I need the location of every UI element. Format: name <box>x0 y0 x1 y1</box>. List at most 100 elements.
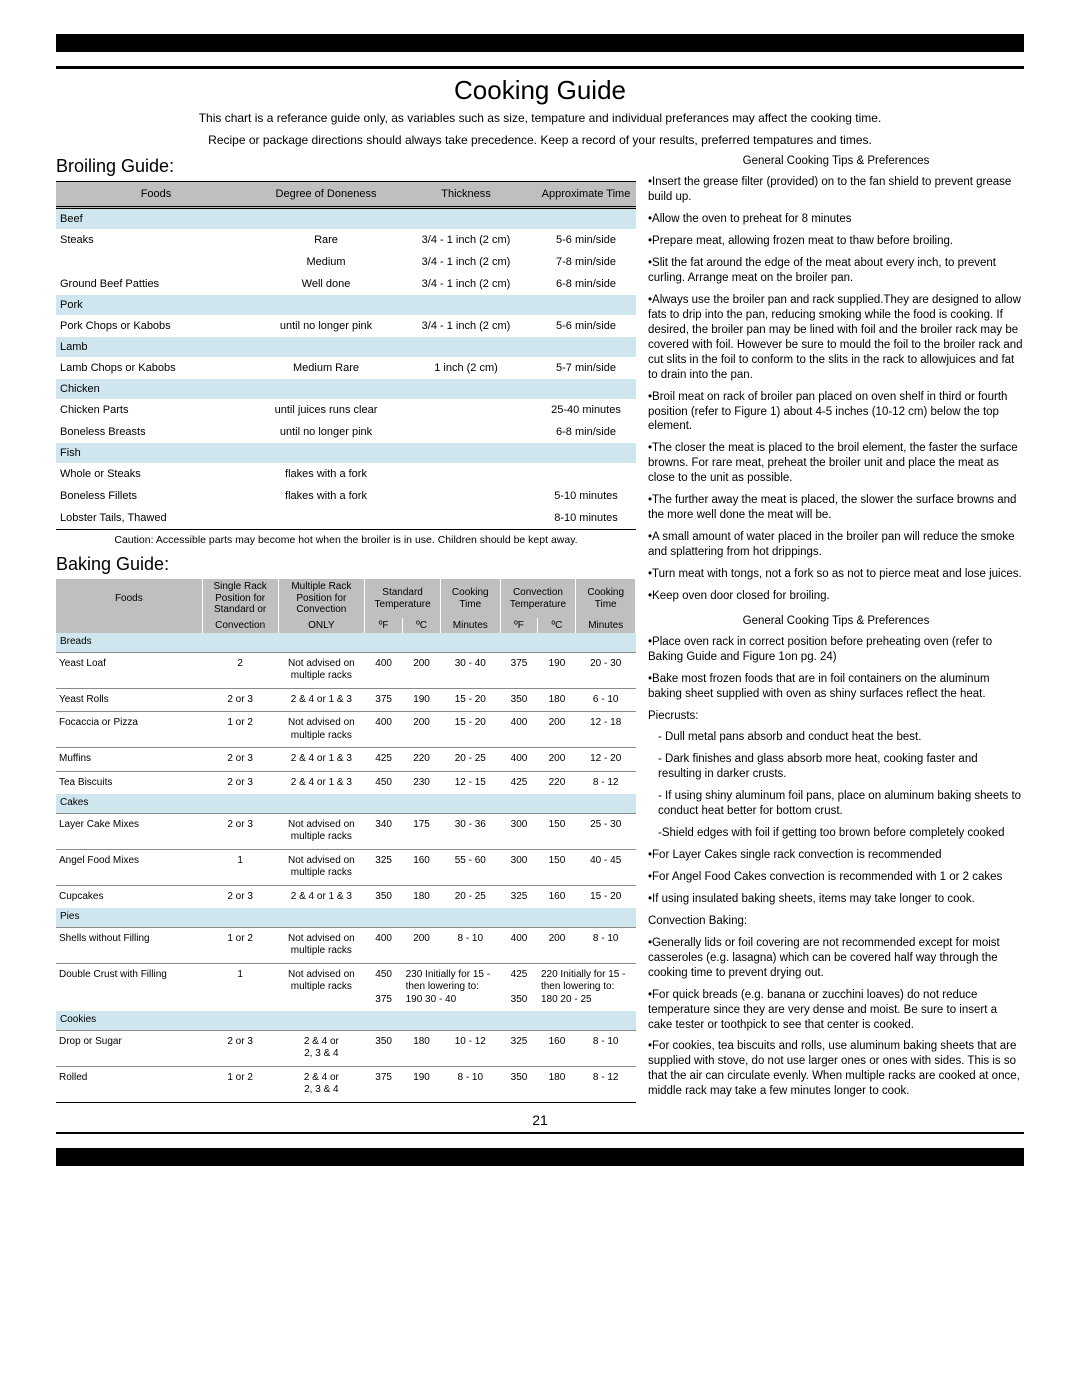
category-cell: Pork <box>56 295 636 315</box>
cell: Rare <box>256 229 396 251</box>
cell: Medium <box>256 251 396 273</box>
cell: Yeast Loaf <box>56 652 202 688</box>
cell: 8 - 12 <box>576 771 636 794</box>
bake-th: ºF <box>365 618 403 634</box>
table-row: Double Crust with Filling1Not advised on… <box>56 963 636 1011</box>
tip-item: - If using shiny aluminum foil pans, pla… <box>648 789 1024 819</box>
table-row: Cupcakes2 or 32 & 4 or 1 & 335018020 - 2… <box>56 885 636 908</box>
tips-bake-heading: General Cooking Tips & Preferences <box>648 614 1024 629</box>
tip-item: •For quick breads (e.g. banana or zucchi… <box>648 988 1024 1033</box>
cell: Not advised on multiple racks <box>278 849 365 885</box>
category-cell: Cookies <box>56 1011 636 1030</box>
table-row: Medium3/4 - 1 inch (2 cm)7-8 min/side <box>56 251 636 273</box>
cell: 300 <box>500 813 538 849</box>
cell: 30 - 40 <box>441 652 501 688</box>
table-row: Pork Chops or Kabobsuntil no longer pink… <box>56 315 636 337</box>
category-cell: Pies <box>56 908 636 927</box>
cell <box>56 251 256 273</box>
broil-th: Thickness <box>396 182 536 208</box>
cell: 425 <box>500 771 538 794</box>
cell: 2 or 3 <box>202 771 278 794</box>
cell: 3/4 - 1 inch (2 cm) <box>396 251 536 273</box>
baking-heading: Baking Guide: <box>56 554 636 575</box>
bake-th: Convection <box>202 618 278 634</box>
category-cell: Fish <box>56 443 636 463</box>
cell: 1 <box>202 849 278 885</box>
cell: 6-8 min/side <box>536 273 636 295</box>
cell <box>256 507 396 530</box>
cell: Drop or Sugar <box>56 1030 202 1066</box>
table-row: Pork <box>56 295 636 315</box>
bake-th: ºC <box>538 618 576 634</box>
cell: 1 <box>202 963 278 1011</box>
columns: Broiling Guide: FoodsDegree of DonenessT… <box>56 154 1024 1106</box>
cell: 200 <box>403 927 441 963</box>
tip-item: Piecrusts: <box>648 709 1024 724</box>
page-title: Cooking Guide <box>56 75 1024 106</box>
cell: Not advised on multiple racks <box>278 963 365 1011</box>
cell: 190 <box>403 1066 441 1102</box>
tip-item: •For Angel Food Cakes convection is reco… <box>648 870 1024 885</box>
bake-th: Minutes <box>441 618 501 634</box>
cell: Not advised on multiple racks <box>278 652 365 688</box>
cell: Boneless Breasts <box>56 421 256 443</box>
table-row: Cakes <box>56 794 636 813</box>
table-row: Lamb <box>56 337 636 357</box>
tip-item: •If using insulated baking sheets, items… <box>648 892 1024 907</box>
tip-item: •Generally lids or foil covering are not… <box>648 936 1024 981</box>
cell: 150 <box>538 813 576 849</box>
rule-bottom <box>56 1132 1024 1134</box>
table-row: Cookies <box>56 1011 636 1030</box>
cell: 160 <box>538 1030 576 1066</box>
tip-item: •A small amount of water placed in the b… <box>648 530 1024 560</box>
cell: 160 <box>403 849 441 885</box>
cell: 2 or 3 <box>202 748 278 772</box>
table-row: Chicken <box>56 379 636 399</box>
tip-item: - Dark finishes and glass absorb more he… <box>648 752 1024 782</box>
tip-item: •Insert the grease filter (provided) on … <box>648 175 1024 205</box>
cell <box>396 507 536 530</box>
cell: Angel Food Mixes <box>56 849 202 885</box>
page-number: 21 <box>56 1112 1024 1128</box>
bake-th: Foods <box>56 579 202 618</box>
cell: 2 or 3 <box>202 885 278 908</box>
category-cell: Chicken <box>56 379 636 399</box>
table-row: Pies <box>56 908 636 927</box>
cell: 190 <box>403 688 441 712</box>
tip-item: Convection Baking: <box>648 914 1024 929</box>
cell: 3/4 - 1 inch (2 cm) <box>396 315 536 337</box>
cell: 400 <box>365 712 403 748</box>
cell: Pork Chops or Kabobs <box>56 315 256 337</box>
cell: 230 <box>403 771 441 794</box>
table-row: Layer Cake Mixes2 or 3Not advised on mul… <box>56 813 636 849</box>
cell: 180 <box>403 885 441 908</box>
cell: 220 <box>403 748 441 772</box>
cell: 2 & 4 or 1 & 3 <box>278 688 365 712</box>
table-row: Chicken Partsuntil juices runs clear25-4… <box>56 399 636 421</box>
cell: 20 - 30 <box>576 652 636 688</box>
table-row: Fish <box>56 443 636 463</box>
tip-item: -Shield edges with foil if getting too b… <box>648 826 1024 841</box>
tip-item: •Keep oven door closed for broiling. <box>648 589 1024 604</box>
cell: Well done <box>256 273 396 295</box>
cell: 400 <box>500 748 538 772</box>
cell <box>396 399 536 421</box>
cell: flakes with a fork <box>256 485 396 507</box>
tip-item: •The closer the meat is placed to the br… <box>648 441 1024 486</box>
cell: 325 <box>500 885 538 908</box>
cell: 2 & 4 or 1 & 3 <box>278 748 365 772</box>
cell: Cupcakes <box>56 885 202 908</box>
table-row: Yeast Loaf2Not advised on multiple racks… <box>56 652 636 688</box>
cell: 1 inch (2 cm) <box>396 357 536 379</box>
cell: 40 - 45 <box>576 849 636 885</box>
bake-th: ONLY <box>278 618 365 634</box>
table-row: Muffins2 or 32 & 4 or 1 & 342522020 - 25… <box>56 748 636 772</box>
table-row: Drop or Sugar2 or 32 & 4 or 2, 3 & 43501… <box>56 1030 636 1066</box>
cell: Lamb Chops or Kabobs <box>56 357 256 379</box>
tip-item: •Prepare meat, allowing frozen meat to t… <box>648 234 1024 249</box>
cell: 2 & 4 or 1 & 3 <box>278 771 365 794</box>
cell: Whole or Steaks <box>56 463 256 485</box>
cell: 160 <box>538 885 576 908</box>
cell: 8 - 10 <box>441 927 501 963</box>
cell: Steaks <box>56 229 256 251</box>
